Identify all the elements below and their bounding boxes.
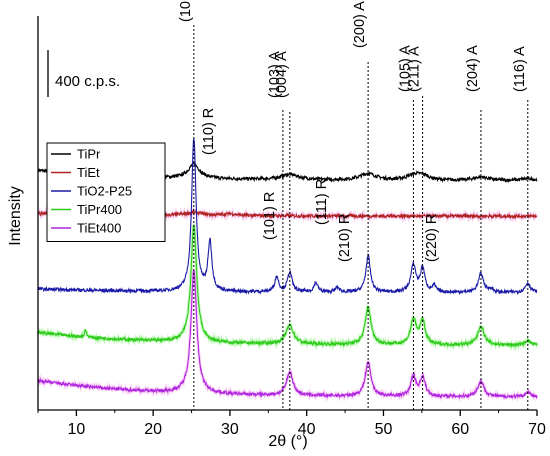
legend-box: [46, 142, 166, 242]
x-tick-label: 70: [528, 421, 546, 438]
legend: TiPr TiEt TiO2-P25 TiPr400 TiEt400: [46, 142, 166, 242]
series-line: [37, 270, 538, 400]
anatase-peak-label: (103) A: [267, 51, 283, 98]
anatase-peak-label: (004) A: [274, 51, 290, 98]
y-axis-title: Intensity: [7, 186, 24, 246]
anatase-peak-label: (116) A: [512, 46, 528, 92]
legend-label: TiPr400: [77, 202, 122, 217]
legend-label: TiPr: [77, 147, 101, 162]
series-line: [37, 136, 538, 296]
x-tick-label: 10: [67, 421, 85, 438]
rutile-peak-label: (110) R: [201, 108, 217, 155]
anatase-peak-label: (211) A: [407, 46, 423, 92]
rutile-peak-label: (210) R: [337, 214, 353, 262]
x-tick-label: 30: [221, 421, 239, 438]
anatase-peak-label: (105) A: [397, 45, 413, 92]
scale-bar-label: 400 c.p.s.: [55, 73, 120, 90]
legend-label: TiEt400: [77, 221, 121, 236]
anatase-peak-label: (204) A: [465, 45, 481, 92]
rutile-peak-label: (220) R: [424, 214, 440, 262]
legend-label: TiO2-P25: [77, 184, 132, 199]
x-axis-title: 2θ (°): [268, 433, 307, 450]
reference-lines-layer: [193, 25, 529, 410]
axes-layer: 10 20 30 40 50 60 70: [37, 16, 546, 438]
x-tick-label: 60: [451, 421, 469, 438]
x-tick-label: 40: [298, 421, 316, 438]
rutile-peak-label: (111) R: [314, 179, 330, 225]
x-tick-label: 20: [144, 421, 162, 438]
series-line: [37, 224, 538, 349]
rutile-peak-label: (101) R: [262, 192, 278, 240]
x-tick-label: 50: [375, 421, 393, 438]
anatase-peak-label: (101) A: [178, 0, 194, 22]
peak-labels-layer: (101) A (103) A(004) A (200) A (105) A(211)…: [178, 0, 528, 262]
legend-label: TiEt: [77, 165, 100, 180]
anatase-peak-label: (200) A: [352, 1, 368, 48]
